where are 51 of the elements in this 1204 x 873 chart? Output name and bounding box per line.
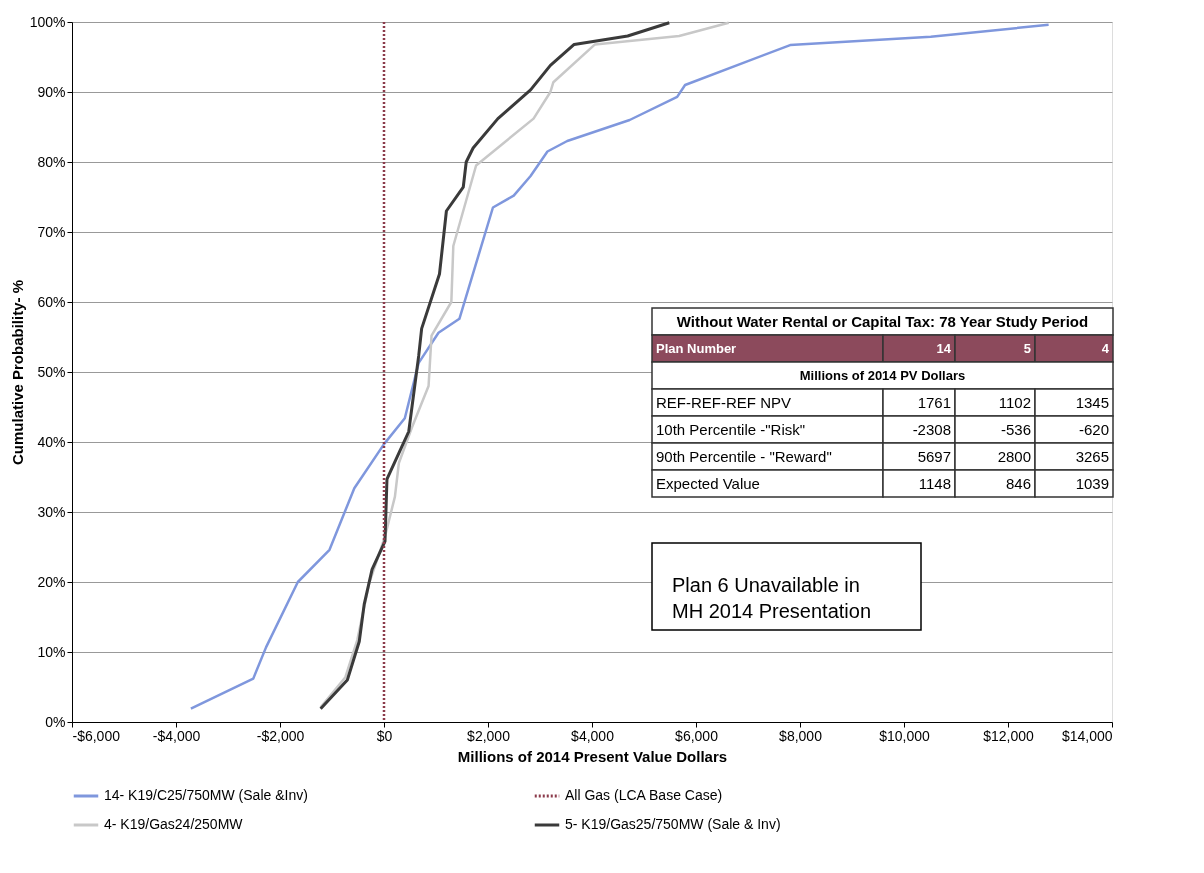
y-tick-label: 40% [37, 433, 66, 450]
annotation: 14 [936, 340, 952, 356]
annotation: 1148 [918, 474, 951, 492]
annotation: 846 [1005, 474, 1031, 492]
annotation: REF-REF-REF NPV [656, 393, 791, 411]
x-tick-label: $2,000 [467, 727, 511, 744]
annotation: -620 [1078, 420, 1109, 438]
annotation: 90th Percentile - "Reward" [656, 447, 832, 465]
annotation: -2308 [912, 420, 951, 438]
legend-label: 5- K19/Gas25/750MW (Sale & Inv) [565, 816, 781, 832]
annotation: Expected Value [656, 474, 760, 492]
y-tick-label: 60% [37, 293, 66, 310]
x-tick-label: $12,000 [983, 727, 1035, 744]
x-tick-label: $8,000 [779, 727, 823, 744]
annotation: Plan 6 Unavailable in MH 2014 Presentation [672, 574, 872, 622]
x-tick-label: $10,000 [879, 727, 931, 744]
legend-label: All Gas (LCA Base Case) [565, 787, 723, 803]
y-tick-label: 0% [45, 713, 66, 730]
x-tick-label: -$2,000 [256, 727, 305, 744]
x-tick-label: $4,000 [571, 727, 615, 744]
annotation: 1761 [917, 393, 951, 411]
x-tick-label: $6,000 [675, 727, 719, 744]
x-axis-title: Millions of 2014 Present Value Dollars [457, 747, 728, 765]
x-tick-label: $14,000 [1061, 727, 1113, 744]
x-tick-label: -$6,000 [72, 727, 121, 744]
annotation: 3265 [1075, 447, 1109, 465]
y-tick-label: 70% [37, 223, 66, 240]
y-tick-label: 50% [37, 363, 66, 380]
annotation: -536 [1000, 420, 1031, 438]
annotation: Millions of 2014 PV Dollars [799, 367, 966, 383]
annotation: Without Water Rental or Capital Tax: 78 Year Study Period [676, 312, 1089, 330]
annotation: 1345 [1075, 393, 1109, 411]
x-tick-label: -$4,000 [152, 727, 201, 744]
y-tick-label: 10% [37, 643, 66, 660]
annotation: 1102 [998, 393, 1031, 411]
y-axis-title: Cumulative Probability- % [8, 279, 26, 466]
legend-label: 4- K19/Gas24/250MW [104, 816, 244, 832]
y-tick-label: 80% [37, 153, 66, 170]
annotation: Plan Number [656, 340, 737, 356]
annotation: 2800 [997, 447, 1031, 465]
annotation: 4 [1101, 340, 1110, 356]
y-tick-label: 20% [37, 573, 66, 590]
annotation: 10th Percentile -"Risk" [656, 420, 806, 438]
annotation: 5697 [917, 447, 951, 465]
x-tick-label: $0 [376, 727, 393, 744]
y-tick-label: 90% [37, 83, 66, 100]
y-tick-label: 30% [37, 503, 66, 520]
legend-label: 14- K19/C25/750MW (Sale &Inv) [104, 787, 308, 803]
y-tick-label: 100% [29, 13, 66, 30]
annotation: 1039 [1075, 474, 1109, 492]
annotation: 5 [1023, 340, 1031, 356]
